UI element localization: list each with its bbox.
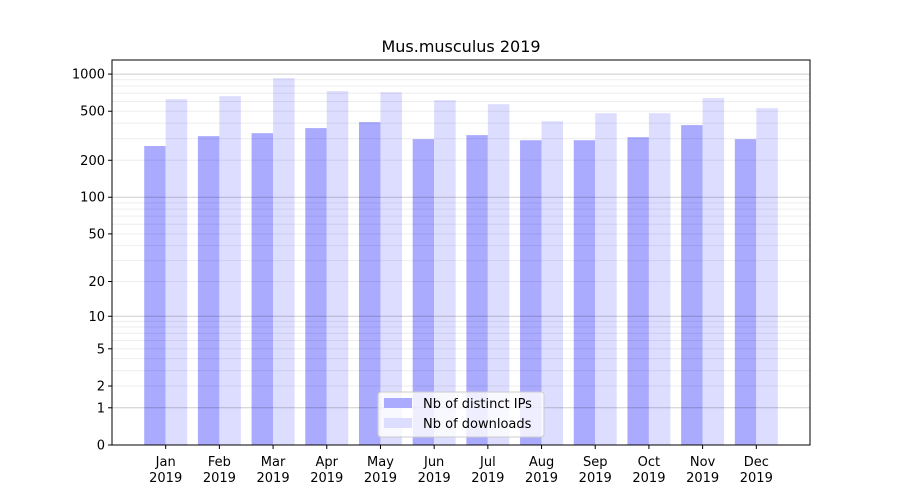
- x-tick-label: Nov 2019: [686, 455, 719, 486]
- x-tick-label: Aug 2019: [525, 455, 558, 486]
- y-tick-label: 5: [97, 342, 105, 357]
- bar-downloads: [702, 98, 725, 445]
- bar-distinct-ips: [251, 133, 274, 445]
- bar-downloads: [648, 113, 671, 445]
- y-tick-label: 100: [80, 191, 105, 206]
- bar-distinct-ips: [466, 135, 488, 445]
- bar-distinct-ips: [681, 125, 703, 445]
- bar-downloads: [380, 92, 402, 446]
- y-tick-label: 1000: [72, 68, 105, 83]
- legend-swatch: [384, 418, 412, 428]
- legend-label: Nb of downloads: [423, 417, 532, 432]
- y-tick-label: 200: [80, 154, 105, 169]
- y-tick-label: 20: [88, 275, 105, 290]
- y-tick-label: 50: [88, 227, 105, 242]
- legend: Nb of distinct IPs Nb of downloads: [377, 391, 545, 438]
- x-tick-label: Jul 2019: [471, 455, 504, 486]
- bar-distinct-ips: [573, 140, 596, 445]
- bar-downloads: [434, 100, 456, 446]
- y-tick-label: 1: [97, 401, 105, 416]
- bar-distinct-ips: [197, 136, 220, 446]
- y-axis: 0 1 2 5 10 20 50 100 200 500 1000: [72, 68, 112, 454]
- plot-frame: [111, 59, 811, 446]
- x-tick-label: Mar 2019: [257, 455, 290, 486]
- y-tick-label: 2: [97, 380, 105, 395]
- y-tick-label: 500: [80, 105, 105, 120]
- grid-overlay: [112, 73, 810, 409]
- x-tick-label: May 2019: [364, 455, 397, 486]
- x-tick-label: Sep 2019: [579, 455, 612, 486]
- bar-distinct-ips: [144, 146, 166, 445]
- x-tick-label: Jun 2019: [418, 455, 451, 486]
- bar-downloads: [487, 104, 510, 445]
- bar-distinct-ips: [627, 137, 649, 445]
- x-tick-label: Apr 2019: [310, 455, 343, 486]
- y-tick-label: 10: [88, 310, 105, 325]
- bar-downloads: [326, 91, 349, 446]
- bar-downloads: [756, 108, 778, 445]
- bar-distinct-ips: [520, 140, 542, 445]
- bar-distinct-ips: [734, 139, 757, 446]
- x-tick-label: Feb 2019: [203, 455, 236, 486]
- legend-swatch: [384, 398, 412, 408]
- bar-distinct-ips: [305, 128, 327, 445]
- chart-title: Mus.musculus 2019: [381, 37, 540, 56]
- bar-downloads: [541, 121, 564, 446]
- bars: [144, 78, 778, 446]
- bar-downloads: [165, 99, 188, 446]
- bar-distinct-ips: [358, 122, 381, 445]
- y-tick-label: 0: [97, 439, 105, 454]
- x-axis: Jan 2019 Feb 2019 Mar 2019 Apr 2019 May 2019 Jun 20…: [149, 445, 773, 486]
- x-tick-label: Jan 2019: [149, 455, 182, 486]
- legend-box: [377, 391, 545, 438]
- x-tick-label: Dec 2019: [740, 455, 773, 486]
- x-tick-label: Oct 2019: [632, 455, 665, 486]
- bar-downloads: [219, 96, 241, 445]
- bar-downloads: [595, 113, 617, 445]
- bar-downloads: [273, 78, 295, 446]
- legend-label: Nb of distinct IPs: [423, 397, 532, 412]
- bar-distinct-ips: [412, 139, 435, 446]
